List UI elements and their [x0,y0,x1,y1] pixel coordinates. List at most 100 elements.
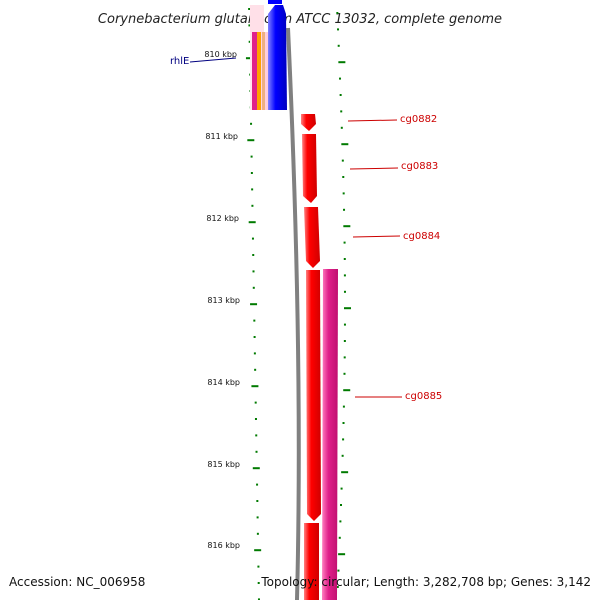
minor-tick [343,258,346,260]
minor-tick [255,450,258,453]
cg0883-gene-arrow[interactable] [302,134,317,203]
minor-tick [254,401,257,404]
major-tick [251,385,259,388]
kbp-ruler: 810 kbp 811 kbp 812 kbp 813 kbp 814 kbp … [204,50,240,550]
downstream-gene-arrow[interactable] [304,523,319,600]
gene-label-rhlE[interactable]: rhlE [170,56,189,67]
minor-tick [342,422,345,424]
minor-tick [248,8,251,10]
kbp-label-815: 815 kbp [207,460,240,469]
major-tick [250,303,258,306]
minor-tick [343,356,346,359]
kbp-label-810: 810 kbp [204,50,237,59]
minor-tick [336,12,339,14]
minor-tick [248,40,251,43]
minor-tick [340,487,343,490]
cg0883-leader-line [349,167,399,170]
major-tick [248,221,256,224]
pale-top-cap [250,5,264,32]
rhlE-leader-line [189,57,237,63]
cg0884-leader-line [352,235,401,238]
minor-tick [252,254,255,256]
map-title: Corynebacterium glutamicum ATCC 13032, c… [98,12,502,27]
red-cds-track [301,114,321,600]
minor-tick [250,155,253,158]
major-tick [343,389,351,392]
minor-tick [336,586,339,588]
major-tick [245,57,253,60]
minor-tick [342,192,345,195]
minor-tick [342,405,345,408]
minor-tick [343,241,346,244]
cg0882-gene-arrow[interactable] [301,114,316,131]
minor-tick [251,204,254,207]
minor-tick [337,28,340,31]
minor-tick [337,569,340,572]
major-tick [254,549,262,552]
kbp-label-814: 814 kbp [207,378,240,387]
minor-tick [339,94,342,96]
minor-tick [340,504,342,506]
minor-tick [340,110,343,113]
major-tick [338,553,346,556]
minor-tick [250,122,253,125]
minor-tick [254,418,257,420]
tan-feature-bar [262,32,265,110]
gene-label-cg0884[interactable]: cg0884 [403,231,440,242]
magenta-feature-bar [252,32,257,110]
minor-tick [255,434,258,437]
minor-tick [257,565,260,568]
gene-label-cg0883[interactable]: cg0883 [401,161,438,172]
major-tick [247,139,255,142]
kbp-label-811: 811 kbp [205,132,238,141]
minor-tick [256,483,259,486]
minor-tick [343,274,346,277]
minor-tick [338,536,341,539]
major-tick [338,61,346,64]
genome-backbone [286,27,301,600]
minor-tick [257,582,260,584]
minor-tick [343,290,346,293]
minor-tick [341,454,344,457]
minor-tick [252,286,255,289]
minor-tick [341,159,344,162]
major-tick [341,143,349,146]
right-tick-marks [336,12,351,588]
cg0882-leader-line [347,119,398,122]
cg0885-gene-arrow[interactable] [306,270,321,521]
rhlE-gene-arrow[interactable] [268,5,287,110]
feature-cluster-rhlE [250,0,287,110]
minor-tick [340,126,343,129]
minor-tick [343,208,346,211]
major-tick [343,307,351,310]
minor-tick [251,188,254,191]
minor-tick [251,237,254,240]
gene-labels: rhlE cg0882 cg0883 cg0884 cg0885 [170,56,442,402]
minor-tick [253,352,256,355]
minor-tick [253,336,256,338]
minor-tick [256,516,259,519]
cg0884-gene-arrow[interactable] [304,207,320,268]
major-tick [252,467,260,470]
accession-text: Accession: NC_006958 [9,575,145,589]
minor-tick [248,24,251,27]
minor-tick [256,500,259,502]
minor-tick [257,598,260,600]
minor-tick [250,172,253,174]
minor-tick [343,323,346,326]
minor-tick [254,368,257,371]
minor-tick [343,372,346,375]
kbp-label-813: 813 kbp [207,296,240,305]
minor-tick [337,44,340,47]
gene-label-cg0882[interactable]: cg0882 [400,114,437,125]
minor-tick [339,520,342,523]
major-tick [343,225,351,228]
minor-tick [253,319,256,322]
minor-tick [252,270,255,273]
minor-tick [256,532,259,535]
gene-label-cg0885[interactable]: cg0885 [405,391,442,402]
minor-tick [342,176,345,178]
kbp-label-816: 816 kbp [207,541,240,550]
minor-tick [339,77,342,80]
